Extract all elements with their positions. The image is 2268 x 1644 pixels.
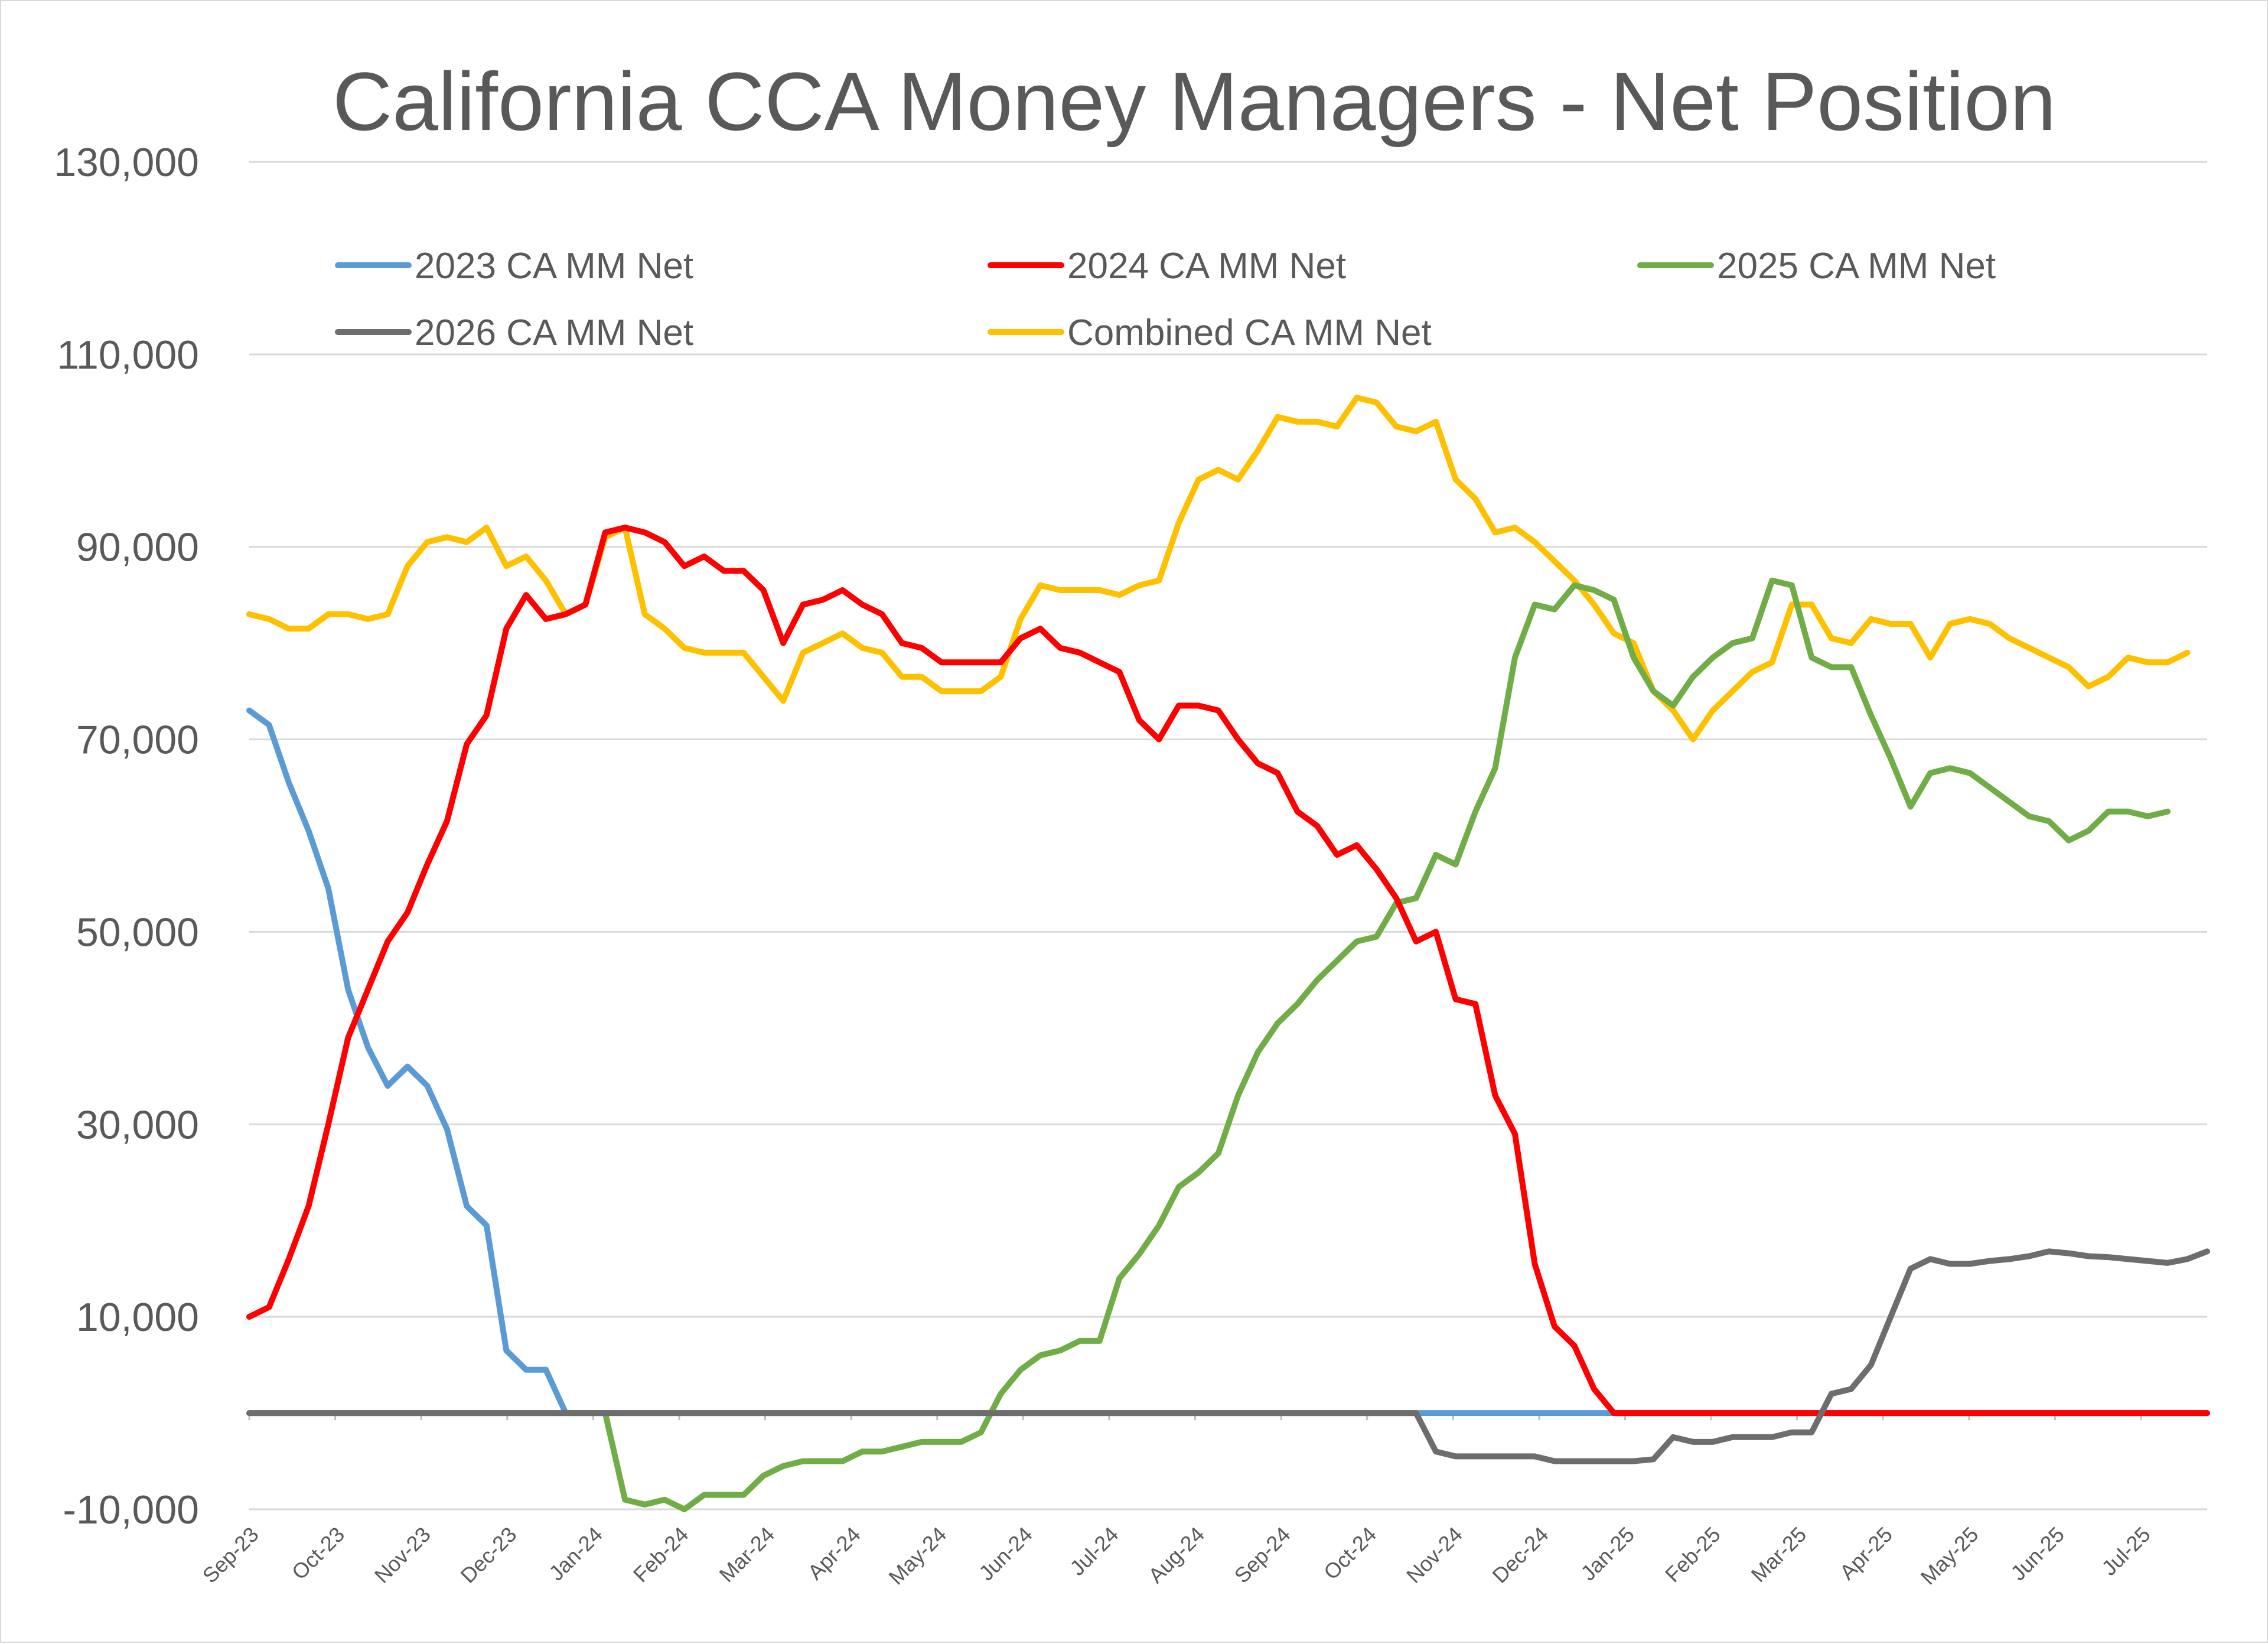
- x-tick-label: Jul-25: [2097, 1522, 2155, 1580]
- x-tick-label: Jul-24: [1065, 1522, 1123, 1580]
- legend-item: 2026 CA MM Net: [335, 312, 693, 353]
- x-tick-label: Feb-25: [1660, 1522, 1725, 1587]
- x-tick-label: Oct-23: [287, 1522, 349, 1584]
- y-tick-label: 70,000: [76, 718, 199, 763]
- x-tick-label: Mar-24: [715, 1522, 780, 1587]
- y-tick-label: 130,000: [54, 140, 199, 185]
- x-tick-label: Mar-25: [1746, 1522, 1811, 1587]
- series-line-combined-ca-mm-net: [246, 395, 2191, 743]
- legend-label: 2024 CA MM Net: [1067, 246, 1346, 287]
- chart-title: California CCA Money Managers - Net Posi…: [333, 55, 2056, 148]
- legend-item: Combined CA MM Net: [988, 312, 1432, 353]
- x-axis-ticks: Sep-23 Oct-23 Nov-23 Dec-23 Jan-24 Feb-24 Mar-…: [198, 1522, 2155, 1590]
- y-tick-label: 90,000: [76, 525, 199, 570]
- y-tick-label: 50,000: [76, 910, 199, 955]
- x-tick-label: Apr-24: [803, 1522, 865, 1584]
- legend-item: 2023 CA MM Net: [335, 246, 693, 287]
- series-line-2024-ca-mm-net: [246, 525, 2210, 1417]
- gridlines: [249, 161, 2207, 1510]
- x-tick-label: Jan-25: [1576, 1522, 1639, 1586]
- legend: 2023 CA MM Net 2024 CA MM Net 2025 CA MM N…: [335, 246, 1996, 353]
- x-tick-label: Sep-23: [198, 1522, 263, 1588]
- y-tick-label: 10,000: [76, 1295, 199, 1340]
- x-tick-label: Jan-24: [544, 1522, 607, 1586]
- y-tick-label: -10,000: [63, 1487, 199, 1532]
- x-tick-label: Feb-24: [628, 1522, 693, 1587]
- x-tick-label: May-25: [1916, 1522, 1983, 1590]
- series-line-2026-ca-mm-net: [246, 1248, 2210, 1464]
- y-axis-ticks: -10,000 10,000 30,000 50,000 70,000 90,000 110…: [54, 140, 199, 1532]
- series-lines: [246, 395, 2210, 1512]
- y-tick-label: 110,000: [57, 333, 199, 377]
- x-tick-label: Nov-24: [1402, 1522, 1467, 1588]
- series-line-2023-ca-mm-net: [246, 707, 2210, 1417]
- legend-label: 2026 CA MM Net: [415, 312, 693, 353]
- y-tick-label: 30,000: [76, 1102, 199, 1147]
- x-tick-label: Apr-25: [1835, 1522, 1897, 1584]
- legend-label: 2025 CA MM Net: [1717, 246, 1996, 287]
- x-tick-label: Jun-24: [974, 1522, 1037, 1586]
- x-tick-label: Sep-24: [1230, 1522, 1295, 1588]
- x-tick-label: Dec-24: [1487, 1522, 1553, 1588]
- legend-label: 2023 CA MM Net: [415, 246, 693, 287]
- x-tick-label: May-24: [884, 1522, 951, 1590]
- legend-label: Combined CA MM Net: [1067, 312, 1432, 353]
- x-tick-label: Aug-24: [1143, 1522, 1209, 1588]
- x-tick-label: Jun-25: [2006, 1522, 2069, 1586]
- legend-item: 2024 CA MM Net: [988, 246, 1346, 287]
- x-tick-label: Nov-23: [370, 1522, 435, 1588]
- x-tick-label: Dec-23: [455, 1522, 521, 1588]
- legend-item: 2025 CA MM Net: [1637, 246, 1996, 287]
- x-tick-label: Oct-24: [1319, 1522, 1381, 1584]
